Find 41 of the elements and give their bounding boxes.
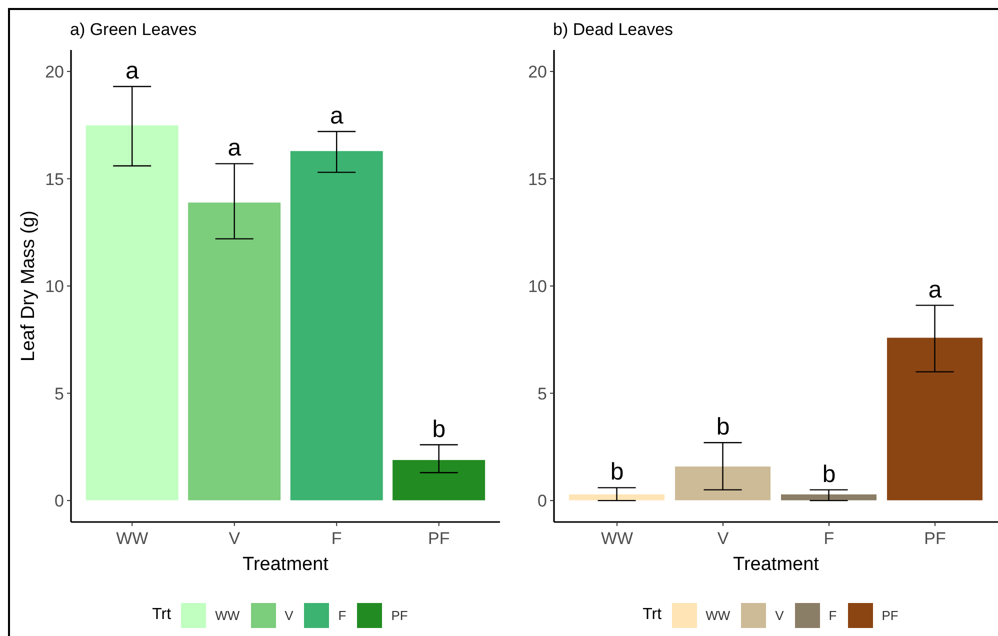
legend-label: PF xyxy=(391,608,408,622)
annotation: b xyxy=(822,460,836,488)
y-tick-label: 15 xyxy=(528,170,547,189)
annotation: a xyxy=(228,134,242,162)
x-tick-label: WW xyxy=(116,529,148,548)
annotation: b xyxy=(432,415,446,442)
annotation: b xyxy=(610,458,624,486)
x-axis-title: Treatment xyxy=(242,554,330,574)
x-axis-title: Treatment xyxy=(733,554,820,574)
legend-label: F xyxy=(828,608,837,622)
x-tick-label: F xyxy=(331,529,342,548)
legend-title: Trt xyxy=(152,606,172,623)
legend-label: V xyxy=(775,608,784,622)
legend-title: Trt xyxy=(642,606,662,623)
legend-label: WW xyxy=(215,608,240,622)
y-axis-title: Leaf Dry Mass (g) xyxy=(18,210,38,362)
y-tick-label: 15 xyxy=(45,170,64,189)
x-tick-label: F xyxy=(824,529,834,548)
chart-title: a) Green Leaves xyxy=(70,20,197,39)
x-tick-label: PF xyxy=(924,529,946,548)
y-tick-label: 5 xyxy=(538,384,547,404)
y-tick-label: 10 xyxy=(528,277,547,296)
legend-label: WW xyxy=(706,608,730,622)
x-tick-label: V xyxy=(717,529,730,548)
x-tick-label: WW xyxy=(600,529,634,548)
legend-label: V xyxy=(284,608,294,622)
x-tick-label: V xyxy=(228,529,241,548)
annotation: a xyxy=(928,276,942,303)
y-tick-label: 5 xyxy=(54,384,64,404)
y-tick-label: 20 xyxy=(528,62,547,82)
annotation: b xyxy=(716,413,730,440)
annotation: a xyxy=(125,56,140,84)
annotation: a xyxy=(330,102,344,130)
legend-label: F xyxy=(338,608,346,622)
legend-label: PF xyxy=(882,608,898,622)
y-tick-label: 10 xyxy=(45,277,64,296)
y-tick-label: 20 xyxy=(45,62,64,82)
y-tick-label: 0 xyxy=(538,492,547,511)
y-tick-label: 0 xyxy=(54,492,64,511)
x-tick-label: PF xyxy=(428,529,450,548)
chart-title: b) Dead Leaves xyxy=(553,20,674,39)
